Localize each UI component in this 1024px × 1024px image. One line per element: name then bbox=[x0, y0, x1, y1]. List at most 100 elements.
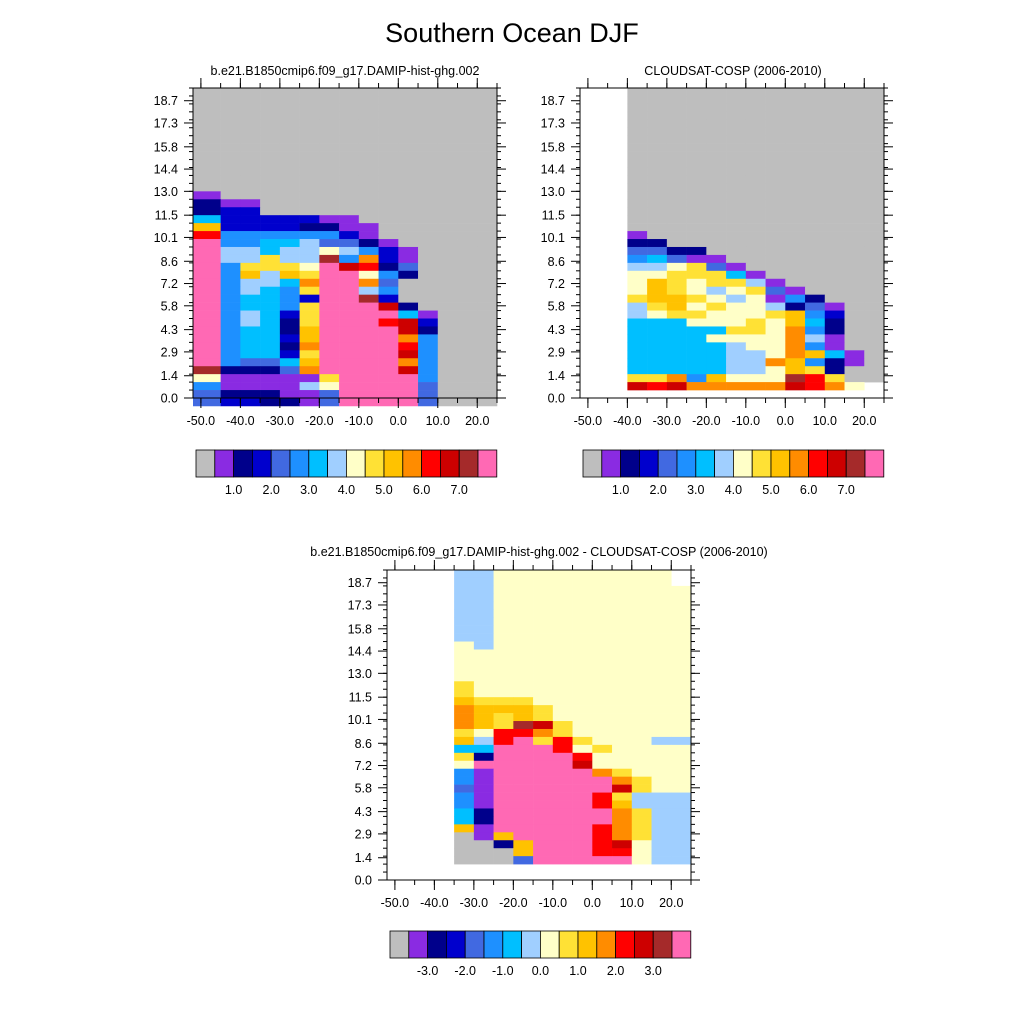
heatmap-cell bbox=[260, 262, 281, 272]
heatmap-cell bbox=[631, 697, 652, 706]
heatmap-cell bbox=[666, 119, 687, 129]
heatmap-cell bbox=[612, 601, 633, 611]
heatmap-cell bbox=[824, 199, 845, 208]
heatmap-cell bbox=[647, 159, 668, 168]
heatmap-cell bbox=[627, 278, 648, 288]
heatmap-cell bbox=[454, 832, 475, 841]
heatmap-cell bbox=[398, 103, 419, 113]
heatmap-cell bbox=[477, 127, 498, 136]
heatmap-cell bbox=[671, 721, 692, 730]
heatmap-cell bbox=[651, 736, 672, 746]
heatmap-cell bbox=[454, 784, 475, 793]
heatmap-cell bbox=[627, 127, 648, 136]
heatmap-cell bbox=[418, 350, 439, 359]
heatmap-cell bbox=[824, 191, 845, 200]
heatmap-cell bbox=[260, 95, 281, 105]
heatmap-cell bbox=[358, 127, 379, 136]
heatmap-cell bbox=[671, 760, 692, 770]
heatmap-cell bbox=[651, 800, 672, 809]
heatmap-cell bbox=[220, 231, 241, 240]
heatmap-cell bbox=[339, 286, 360, 295]
heatmap-cell bbox=[745, 286, 766, 295]
heatmap-cell bbox=[612, 752, 633, 762]
heatmap-cell bbox=[398, 95, 419, 105]
heatmap-cell bbox=[706, 294, 727, 303]
x-tick-label: 10.0 bbox=[426, 414, 450, 428]
heatmap-cell bbox=[765, 175, 786, 184]
heatmap-cell bbox=[493, 617, 514, 626]
heatmap-cell bbox=[627, 88, 648, 97]
heatmap-cell bbox=[612, 776, 633, 785]
colorbar-swatch bbox=[714, 449, 734, 478]
heatmap-cell bbox=[745, 135, 766, 144]
heatmap-cell bbox=[686, 95, 707, 105]
heatmap-cell bbox=[666, 143, 687, 152]
heatmap-cell bbox=[240, 382, 261, 391]
heatmap-cell bbox=[477, 103, 498, 113]
heatmap-cell bbox=[437, 374, 458, 383]
heatmap-cell bbox=[493, 689, 514, 698]
heatmap-cell bbox=[398, 239, 419, 248]
heatmap-cell bbox=[260, 326, 281, 335]
heatmap-cell bbox=[666, 334, 687, 343]
heatmap-cell bbox=[220, 239, 241, 248]
heatmap-cell bbox=[454, 665, 475, 674]
heatmap-cell bbox=[765, 127, 786, 136]
heatmap-cell bbox=[437, 223, 458, 232]
heatmap-cell bbox=[726, 310, 747, 319]
heatmap-cell bbox=[572, 752, 593, 762]
heatmap-cell bbox=[765, 358, 786, 367]
heatmap-cell bbox=[418, 278, 439, 288]
heatmap-cell bbox=[745, 254, 766, 264]
heatmap-cell bbox=[745, 167, 766, 176]
heatmap-cell bbox=[473, 792, 494, 801]
heatmap-cell bbox=[457, 103, 478, 113]
heatmap-cell bbox=[358, 358, 379, 367]
colorbar-swatch bbox=[615, 930, 635, 959]
heatmap-cell bbox=[279, 95, 300, 105]
heatmap-cell bbox=[726, 207, 747, 216]
heatmap-cell bbox=[765, 95, 786, 105]
y-tick-label: 15.8 bbox=[541, 140, 565, 154]
colorbar-swatch bbox=[540, 930, 560, 959]
y-tick-label: 4.3 bbox=[355, 805, 372, 819]
heatmap-cell bbox=[240, 334, 261, 343]
heatmap-cell bbox=[647, 350, 668, 359]
heatmap-cell bbox=[533, 617, 554, 626]
heatmap-cell bbox=[651, 776, 672, 785]
heatmap-cell bbox=[671, 792, 692, 801]
heatmap-cell bbox=[627, 270, 648, 280]
colorbar-label: 2.0 bbox=[607, 964, 624, 978]
heatmap-cell bbox=[299, 159, 320, 168]
heatmap-cell bbox=[279, 246, 300, 256]
x-tick-label: 0.0 bbox=[777, 414, 794, 428]
y-tick-label: 5.8 bbox=[548, 299, 565, 313]
heatmap-cell bbox=[533, 697, 554, 706]
heatmap-cell bbox=[844, 215, 865, 224]
heatmap-cell bbox=[631, 736, 652, 746]
heatmap-cell bbox=[437, 231, 458, 240]
heatmap-cell bbox=[844, 159, 865, 168]
heatmap-cell bbox=[785, 111, 806, 121]
y-tick-label: 18.7 bbox=[541, 94, 565, 108]
heatmap-cell bbox=[454, 808, 475, 817]
heatmap-cell bbox=[339, 239, 360, 248]
heatmap-cell bbox=[398, 88, 419, 97]
heatmap-cell bbox=[240, 103, 261, 113]
heatmap-cell bbox=[299, 151, 320, 160]
heatmap-cell bbox=[666, 302, 687, 311]
heatmap-cell bbox=[319, 270, 340, 280]
heatmap-cell bbox=[193, 143, 221, 152]
heatmap-cell bbox=[437, 103, 458, 113]
heatmap-cell bbox=[765, 239, 786, 248]
heatmap-cell bbox=[260, 374, 281, 383]
heatmap-cell bbox=[398, 159, 419, 168]
heatmap-cell bbox=[473, 752, 494, 762]
heatmap-cell bbox=[339, 119, 360, 129]
heatmap-cell bbox=[339, 183, 360, 192]
heatmap-cell bbox=[745, 111, 766, 121]
heatmap-cell bbox=[651, 633, 672, 642]
y-tick-label: 4.3 bbox=[548, 323, 565, 337]
heatmap-cell bbox=[513, 728, 534, 738]
heatmap-cell bbox=[651, 760, 672, 770]
